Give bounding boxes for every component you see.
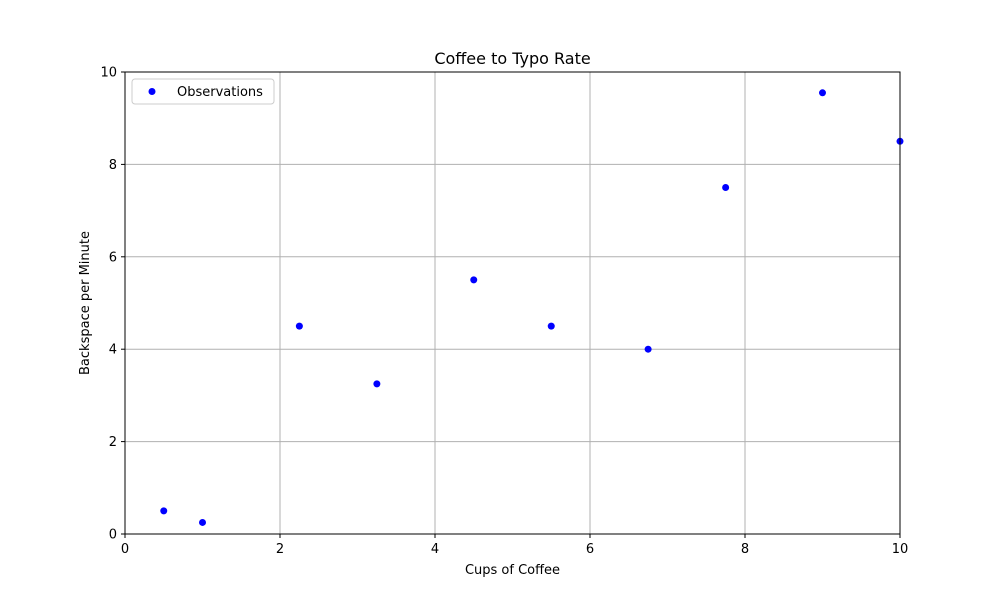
- plot-frame: [124, 71, 901, 535]
- data-point: [295, 322, 303, 330]
- y-tick-label: 6: [109, 250, 117, 265]
- x-tick-label: 0: [121, 542, 129, 557]
- x-tick-label: 8: [741, 542, 749, 557]
- data-point: [644, 345, 652, 353]
- legend-marker: [148, 88, 156, 95]
- data-point: [199, 518, 206, 526]
- legend-label: Observations: [177, 85, 263, 100]
- legend-box: [131, 78, 275, 105]
- y-tick-label: 0: [109, 528, 117, 543]
- data-point: [470, 276, 478, 284]
- x-tick-label: 10: [892, 542, 909, 557]
- data-point: [722, 184, 730, 191]
- data-point: [547, 322, 555, 330]
- x-tick-label: 6: [586, 542, 594, 557]
- legend: Observations: [131, 78, 275, 105]
- y-tick-label: 10: [100, 66, 117, 81]
- axis-ticks: 0 2 4 6 8 10 0 2 4 6 8 10: [100, 66, 908, 558]
- data-point: [160, 507, 168, 515]
- y-tick-label: 2: [109, 435, 117, 450]
- x-tick-label: 4: [431, 542, 439, 557]
- y-tick-label: 4: [109, 343, 117, 358]
- data-point: [373, 380, 381, 388]
- x-axis-label: Cups of Coffee: [465, 563, 560, 578]
- y-tick-label: 8: [109, 158, 117, 173]
- x-tick-label: 2: [276, 542, 284, 557]
- y-axis-label: Backspace per Minute: [78, 231, 93, 375]
- data-point: [819, 89, 826, 97]
- chart-title: Coffee to Typo Rate: [434, 49, 590, 68]
